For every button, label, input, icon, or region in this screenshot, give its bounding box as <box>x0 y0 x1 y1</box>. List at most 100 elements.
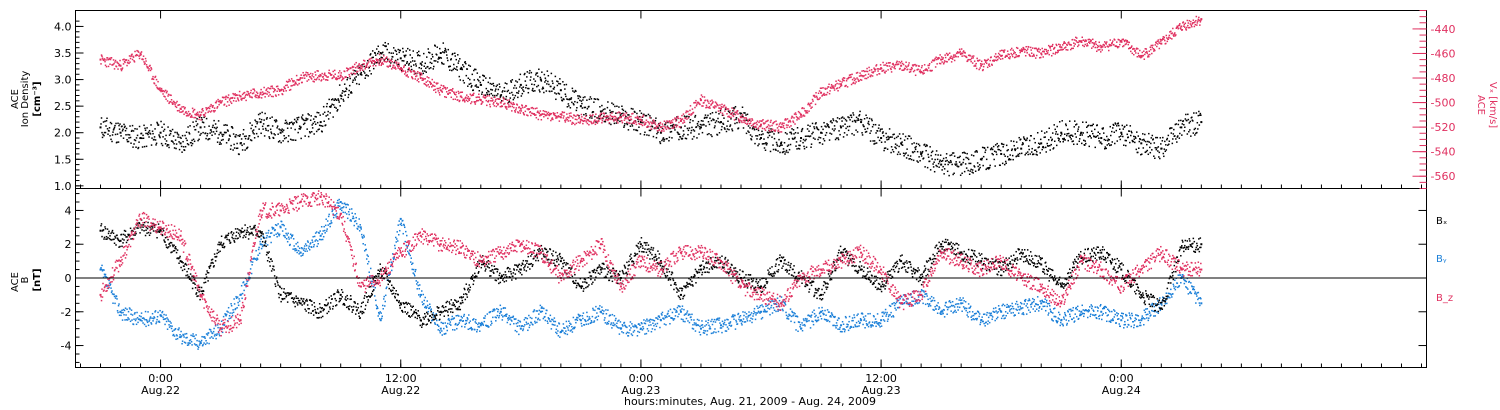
vx-point <box>589 114 592 116</box>
vx-point <box>439 94 441 96</box>
vx-point <box>748 118 750 121</box>
vx-point <box>435 91 437 94</box>
by-point <box>223 324 226 326</box>
ion-density-point <box>418 50 420 53</box>
ion-density-point <box>1026 137 1028 139</box>
by-point <box>154 310 157 312</box>
vx-point <box>316 76 319 79</box>
ion-density-point <box>998 148 1000 151</box>
vx-point <box>499 98 501 100</box>
ion-density-point <box>369 54 371 56</box>
ion-density-point <box>303 119 305 122</box>
vx-point <box>662 128 665 130</box>
ion-density-point <box>757 129 760 132</box>
ion-density-point <box>146 132 149 135</box>
ion-density-point <box>178 148 181 151</box>
vx-point <box>415 75 417 78</box>
ion-density-point <box>623 124 626 127</box>
vx-point <box>1174 35 1177 37</box>
ion-density-point <box>610 123 612 126</box>
vx-point <box>984 61 987 63</box>
vx-point <box>685 111 687 114</box>
vx-point <box>973 65 975 67</box>
ion-density-point <box>1036 154 1038 156</box>
vx-point <box>780 131 783 133</box>
ion-density-point <box>190 144 193 147</box>
ion-density-point <box>496 84 499 86</box>
vx-point <box>402 66 405 69</box>
ion-density-point <box>933 161 935 163</box>
ion-density-point <box>894 146 896 148</box>
vx-point <box>192 111 194 113</box>
ion-density-point <box>848 116 850 119</box>
ion-density-point <box>801 129 803 131</box>
vx-point <box>1118 39 1121 41</box>
vx-point <box>264 96 266 98</box>
ion-density-point <box>882 135 885 137</box>
ion-density-point <box>99 126 102 129</box>
ion-density-point <box>575 109 578 112</box>
vx-point <box>875 65 877 67</box>
vx-point <box>339 74 342 77</box>
ion-density-point <box>335 99 338 101</box>
ion-density-point <box>1193 128 1196 131</box>
vx-point <box>208 107 211 110</box>
ion-density-point <box>599 106 601 108</box>
ion-density-point <box>348 89 350 92</box>
ion-density-point <box>405 50 407 52</box>
vx-point <box>296 79 298 81</box>
ion-density-point <box>929 169 932 171</box>
ion-density-point <box>748 119 751 122</box>
by-point <box>328 223 331 225</box>
vx-point <box>995 59 998 62</box>
ion-density-point <box>250 139 253 142</box>
by-point <box>699 327 702 330</box>
vx-point <box>1100 51 1102 53</box>
by-point <box>279 226 282 229</box>
vx-point <box>534 107 537 110</box>
ion-density-point <box>644 131 646 134</box>
vx-point <box>1171 38 1173 40</box>
vx-point <box>796 119 798 121</box>
ion-density-point <box>910 158 913 161</box>
ion-density-point <box>273 119 276 122</box>
vx-point <box>287 80 290 83</box>
by-point <box>202 336 205 338</box>
ion-density-point <box>657 131 659 134</box>
vx-point <box>204 115 206 118</box>
ion-density-point <box>355 76 357 78</box>
vx-point <box>292 84 295 86</box>
ion-density-point <box>226 124 228 127</box>
vx-point <box>725 108 728 111</box>
ion-density-point <box>1177 123 1180 126</box>
vx-point <box>992 59 995 61</box>
vx-point <box>115 65 118 68</box>
vx-point <box>516 104 519 106</box>
ion-density-point <box>407 68 409 71</box>
vx-point <box>1097 49 1100 51</box>
ion-density-point <box>990 147 993 149</box>
vx-point <box>645 119 648 121</box>
ion-density-point <box>143 145 146 148</box>
vx-point <box>950 61 953 63</box>
ion-density-point <box>981 146 984 149</box>
ion-density-point <box>221 133 223 136</box>
ion-density-point <box>963 151 965 154</box>
ion-density-point <box>1096 124 1099 126</box>
vx-point <box>176 109 179 112</box>
ion-density-point <box>978 168 980 170</box>
ion-density-point <box>228 134 231 137</box>
vx-point <box>776 123 778 126</box>
ion-density-point <box>832 118 834 120</box>
ion-density-point <box>637 120 640 123</box>
ion-density-point <box>368 66 370 69</box>
ion-density-point <box>358 66 361 69</box>
ion-density-point <box>414 60 416 62</box>
ion-density-point <box>852 112 854 114</box>
ion-density-point <box>944 160 947 162</box>
by-point <box>156 315 159 318</box>
ion-density-point <box>273 133 275 135</box>
ion-density-point <box>875 142 878 144</box>
vx-point <box>386 65 388 68</box>
vx-point <box>502 100 504 102</box>
